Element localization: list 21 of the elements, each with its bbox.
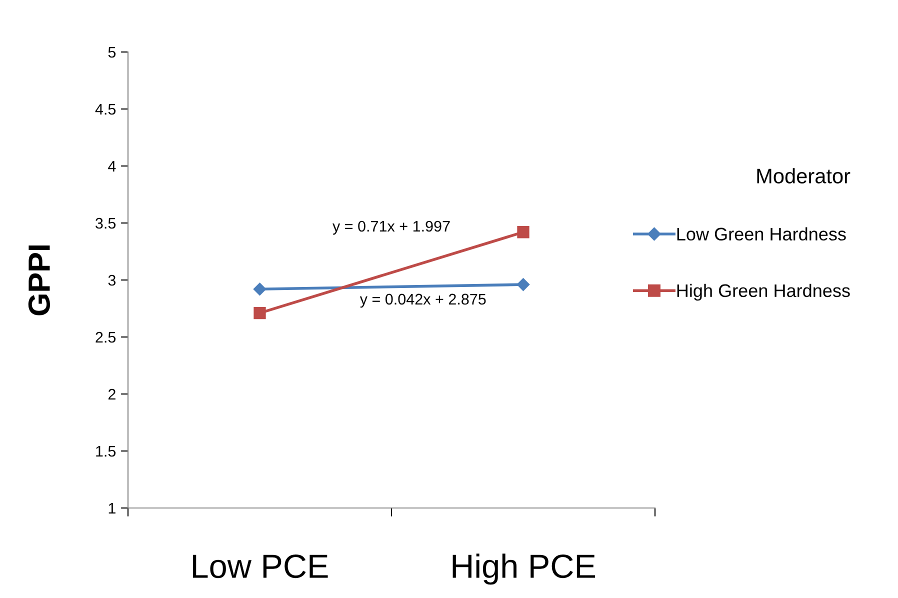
y-axis-title: GPPI	[28, 246, 50, 316]
legend-label: Low Green Hardness	[677, 227, 846, 241]
annotation: y = 0.71x + 1.997	[332, 220, 450, 235]
y-tick-label: 3	[108, 274, 116, 286]
x-tick-label: High PCE	[452, 554, 595, 585]
y-tick-label: 3.5	[96, 218, 116, 229]
point	[253, 282, 266, 296]
point	[517, 226, 530, 238]
y-tick-label: 1.5	[96, 446, 116, 457]
x-tick-label: Low PCE	[193, 554, 328, 578]
y-tick-label: 4.5	[95, 104, 116, 115]
y-tick-label: 5	[108, 47, 116, 58]
y-tick-label: 1	[108, 503, 116, 514]
point	[254, 306, 266, 320]
y-tick-label: 2.5	[96, 332, 116, 343]
y-tick-label: 2	[108, 388, 116, 400]
legend-title: Moderator	[757, 168, 850, 184]
y-tick-label: 4	[108, 161, 116, 172]
legend-label: High Green Hardness	[677, 284, 850, 301]
annotation: y = 0.042x + 2.875	[360, 294, 486, 308]
point	[516, 278, 530, 291]
